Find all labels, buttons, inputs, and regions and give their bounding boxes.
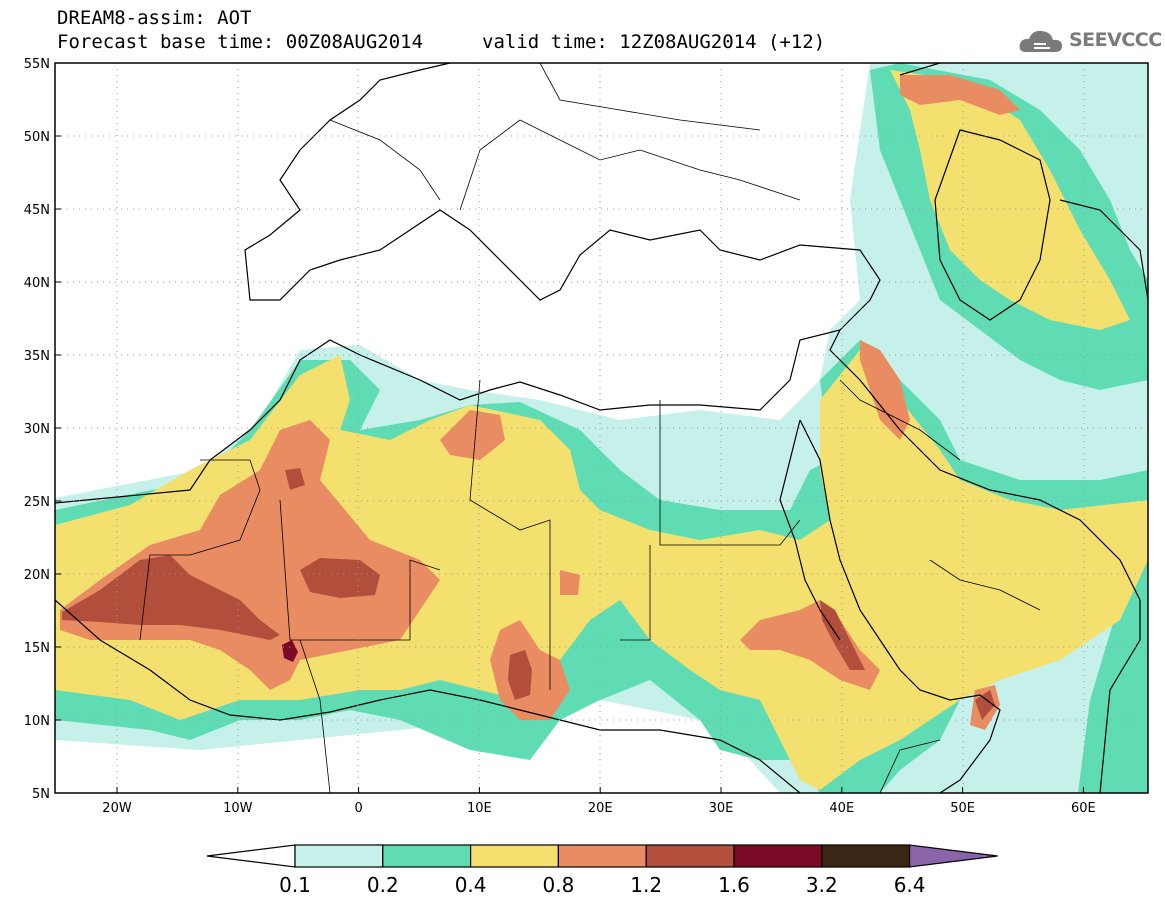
colorbar-label: 0.4 — [455, 873, 487, 897]
y-axis-labels: 55N 50N 45N 40N 35N 30N 25N 20N 15N 10N 5N — [24, 57, 61, 802]
x-tick-label: 60E — [1071, 801, 1096, 816]
colorbar-swatch — [382, 844, 472, 868]
x-axis-labels: 20W 10W 0 10E 20E 30E 40E 50E 60E — [102, 787, 1096, 816]
x-tick-label: 0 — [354, 801, 362, 816]
aot-level-1.6 — [282, 640, 298, 662]
title-line-1: DREAM8-assim: AOT — [57, 7, 252, 29]
colorbar-swatch — [470, 844, 560, 868]
colorbar-label: 0.1 — [279, 873, 311, 897]
x-tick-label: 10E — [467, 801, 492, 816]
x-tick-label: 40E — [829, 801, 854, 816]
y-tick-label: 45N — [24, 203, 50, 218]
cloud-logo-icon — [1019, 30, 1062, 52]
colorbar-swatch — [294, 844, 384, 868]
colorbar-label: 3.2 — [806, 873, 838, 897]
aot-level-1.2 — [62, 468, 995, 720]
title-valid-time: valid time: 12Z08AUG2014 (+12) — [482, 31, 826, 53]
x-tick-label: 30E — [709, 801, 734, 816]
title-base-time: Forecast base time: 00Z08AUG2014 — [57, 31, 424, 53]
colorbar-over-arrow — [908, 844, 998, 868]
country-borders — [139, 63, 1041, 793]
y-tick-label: 20N — [24, 568, 50, 583]
grid-lines — [55, 63, 1148, 793]
y-tick-label: 5N — [32, 787, 50, 802]
y-tick-label: 40N — [24, 276, 50, 291]
y-tick-label: 50N — [24, 130, 50, 145]
colorbar-under-arrow — [206, 844, 296, 868]
colorbar-swatch — [733, 844, 823, 868]
colorbar-label: 0.2 — [367, 873, 399, 897]
colorbar-swatch — [557, 844, 647, 868]
x-tick-label: 50E — [950, 801, 975, 816]
y-tick-label: 25N — [24, 495, 50, 510]
colorbar-label: 1.2 — [630, 873, 662, 897]
y-tick-label: 10N — [24, 714, 50, 729]
coastlines — [55, 63, 1148, 793]
y-tick-label: 15N — [24, 641, 50, 656]
colorbar-swatch — [821, 844, 911, 868]
x-tick-label: 20E — [588, 801, 613, 816]
x-tick-label: 10W — [223, 801, 253, 816]
colorbar-swatch — [645, 844, 735, 868]
x-tick-label: 20W — [102, 801, 132, 816]
y-tick-label: 55N — [24, 57, 50, 72]
logo-text: SEEVCCC — [1069, 29, 1162, 51]
colorbar-label: 0.8 — [542, 873, 574, 897]
colorbar-label: 6.4 — [894, 873, 926, 897]
colorbar: 0.1 0.2 0.4 0.8 1.2 1.6 3.2 6.4 — [206, 844, 998, 897]
y-tick-label: 35N — [24, 349, 50, 364]
y-tick-label: 30N — [24, 422, 50, 437]
colorbar-label: 1.6 — [718, 873, 750, 897]
